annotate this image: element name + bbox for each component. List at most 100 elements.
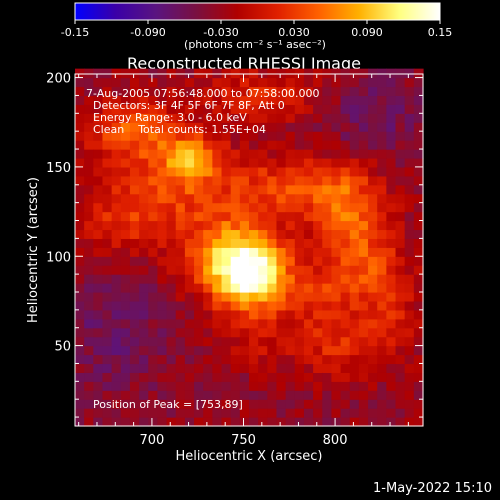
heatmap-pixel	[84, 166, 94, 177]
heatmap-pixel	[331, 95, 342, 105]
heatmap-pixel	[368, 86, 378, 97]
heatmap-pixel	[395, 283, 406, 293]
heatmap-pixel	[294, 131, 305, 141]
heatmap-pixel	[230, 265, 241, 275]
heatmap-pixel	[349, 86, 360, 97]
heatmap-pixel	[230, 104, 241, 114]
heatmap-pixel	[377, 184, 387, 195]
heatmap-pixel	[258, 390, 268, 400]
heatmap-pixel	[230, 220, 241, 231]
heatmap-pixel	[267, 247, 278, 257]
heatmap-pixel	[194, 77, 204, 88]
heatmap-pixel	[184, 247, 195, 257]
heatmap-pixel	[230, 95, 241, 105]
heatmap-pixel	[276, 309, 287, 320]
heatmap-pixel	[102, 202, 113, 213]
heatmap-pixel	[267, 202, 278, 213]
heatmap-pixel	[221, 122, 232, 132]
heatmap-pixel	[303, 202, 314, 213]
heatmap-pixel	[303, 399, 314, 409]
heatmap-pixel	[93, 77, 104, 88]
heatmap-pixel	[258, 220, 268, 231]
heatmap-pixel	[267, 408, 278, 418]
heatmap-pixel	[239, 363, 250, 373]
heatmap-pixel	[212, 104, 223, 114]
heatmap-pixel	[349, 104, 360, 114]
heatmap-pixel	[285, 113, 296, 123]
heatmap-pixel	[258, 113, 268, 123]
heatmap-pixel	[129, 354, 140, 365]
heatmap-pixel	[276, 122, 287, 132]
heatmap-pixel	[239, 131, 250, 141]
heatmap-pixel	[221, 300, 232, 311]
heatmap-pixel	[368, 157, 378, 168]
heatmap-pixel	[313, 390, 323, 400]
heatmap-pixel	[303, 408, 314, 418]
heatmap-pixel	[129, 336, 140, 347]
heatmap-pixel	[285, 220, 296, 231]
heatmap-pixel	[276, 104, 287, 114]
heatmap-pixel	[413, 113, 424, 123]
heatmap-pixel	[377, 336, 387, 347]
heatmap-pixel	[120, 68, 131, 79]
heatmap-pixel	[212, 220, 223, 231]
heatmap-pixel	[349, 184, 360, 195]
heatmap-pixel	[102, 318, 113, 329]
heatmap-pixel	[84, 140, 94, 150]
heatmap-pixel	[358, 122, 369, 132]
heatmap-pixel	[239, 309, 250, 320]
heatmap-pixel	[395, 86, 406, 97]
heatmap-pixel	[93, 220, 104, 231]
heatmap-pixel	[413, 184, 424, 195]
heatmap-pixel	[340, 175, 351, 186]
heatmap-pixel	[249, 390, 259, 400]
heatmap-pixel	[404, 336, 415, 347]
heatmap-pixel	[377, 157, 387, 168]
annotation-peak-position: Position of Peak = [753,89]	[93, 398, 243, 411]
heatmap-pixel	[166, 77, 177, 88]
heatmap-pixel	[84, 336, 94, 347]
heatmap-pixel	[93, 131, 104, 141]
heatmap-pixel	[377, 354, 387, 365]
heatmap-pixel	[175, 157, 186, 168]
heatmap-pixel	[166, 140, 177, 150]
heatmap-pixel	[340, 229, 351, 239]
heatmap-pixel	[111, 202, 122, 213]
heatmap-pixel	[75, 291, 85, 302]
heatmap-pixel	[294, 256, 305, 266]
heatmap-pixel	[303, 318, 314, 329]
heatmap-pixel	[111, 274, 122, 284]
heatmap-pixel	[75, 300, 85, 311]
heatmap-pixel	[194, 175, 204, 186]
heatmap-pixel	[75, 274, 85, 284]
heatmap-pixel	[285, 77, 296, 88]
heatmap-pixel	[276, 131, 287, 141]
heatmap-pixel	[358, 193, 369, 204]
heatmap-pixel	[285, 157, 296, 168]
heatmap-pixel	[239, 372, 250, 382]
heatmap-pixel	[267, 363, 278, 373]
heatmap-pixel	[358, 68, 369, 79]
heatmap-pixel	[322, 175, 333, 186]
heatmap-pixel	[157, 77, 168, 88]
heatmap-pixel	[203, 122, 213, 132]
heatmap-pixel	[239, 113, 250, 123]
heatmap-pixel	[139, 202, 149, 213]
heatmap-pixel	[175, 140, 186, 150]
heatmap-pixel	[386, 175, 397, 186]
heatmap-pixel	[377, 229, 387, 239]
heatmap-pixel	[340, 274, 351, 284]
heatmap-pixel	[358, 345, 369, 356]
heatmap-pixel	[349, 256, 360, 266]
heatmap-pixel	[157, 354, 168, 365]
heatmap-pixel	[285, 193, 296, 204]
heatmap-pixel	[386, 256, 397, 266]
heatmap-pixel	[386, 140, 397, 150]
heatmap-pixel	[249, 274, 259, 284]
heatmap-pixel	[285, 256, 296, 266]
heatmap-pixel	[294, 345, 305, 356]
heatmap-pixel	[331, 345, 342, 356]
heatmap-pixel	[157, 372, 168, 382]
heatmap-pixel	[377, 327, 387, 338]
heatmap-pixel	[120, 408, 131, 418]
